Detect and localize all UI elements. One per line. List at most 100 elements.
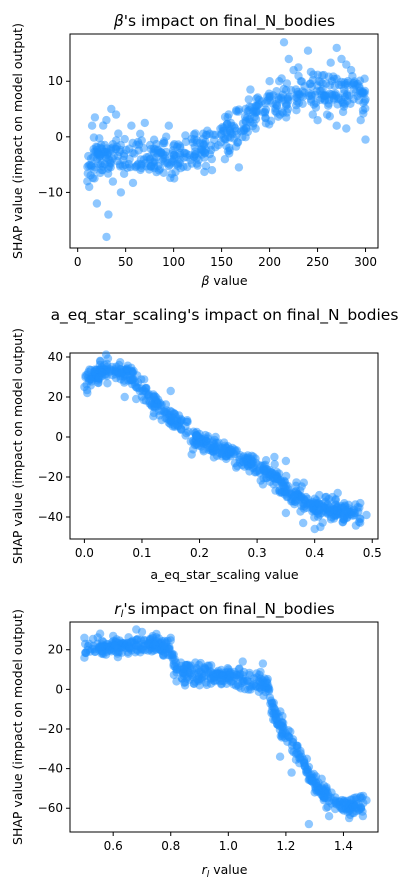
panel-beta-point	[281, 101, 291, 111]
panel-a-eq-star-scaling-point	[325, 507, 334, 516]
panel-rl-x-tick-label: 1.0	[219, 839, 238, 853]
panel-beta-frame	[69, 33, 379, 249]
panel-rl-point	[218, 672, 227, 681]
panel-a-eq-star-scaling-title: a_eq_star_scaling's impact on final_N_bo…	[51, 306, 399, 325]
panel-beta-point	[318, 71, 327, 80]
panel-a-eq-star-scaling-point	[85, 375, 94, 384]
panel-rl-point	[179, 668, 188, 678]
panel-rl-y-tick-label: 20	[48, 643, 63, 657]
panel-beta-point	[87, 121, 97, 130]
panel-rl-point	[151, 645, 161, 654]
panel-rl-point	[91, 647, 100, 656]
panel-a-eq-star-scaling-y-tick-label: 0	[55, 430, 63, 444]
panel-a-eq-star-scaling-y-tick-label: −40	[38, 510, 63, 524]
panel-a-eq-star-scaling-point	[281, 456, 291, 466]
panel-a-eq-star-scaling-point	[83, 388, 92, 398]
panel-beta-point	[265, 120, 274, 129]
panel-beta-point	[149, 148, 159, 158]
panel-beta-x-tick-label: 250	[306, 255, 329, 269]
panel-beta-point	[201, 161, 211, 171]
panel-beta-point	[158, 156, 167, 166]
panel-beta-point	[134, 159, 143, 168]
panel-beta-point	[157, 148, 166, 157]
panel-rl-point	[275, 725, 285, 734]
panel-beta-point	[277, 93, 286, 102]
panel-beta-point	[111, 110, 121, 119]
panel-beta-y-label: SHAP value (impact on model output)	[10, 23, 25, 259]
panel-a-eq-star-scaling-y-tick-label: 40	[48, 350, 63, 364]
panel-beta-point	[164, 121, 173, 130]
panel-beta-point	[106, 163, 115, 172]
panel-rl-point	[276, 707, 285, 716]
panel-beta-point	[361, 135, 370, 144]
panel-beta-point	[242, 124, 251, 133]
panel-beta-point	[134, 140, 144, 149]
panel-rl-point	[257, 685, 266, 694]
panel-rl-point	[137, 627, 147, 637]
panel-beta-point	[244, 95, 253, 104]
panel-beta-points	[83, 38, 370, 242]
panel-beta-point	[272, 87, 281, 96]
panel-a-eq-star-scaling-point	[270, 452, 279, 462]
panel-beta-point	[87, 161, 96, 170]
panel-a-eq-star-scaling-point	[283, 481, 293, 491]
panel-beta-point	[205, 149, 214, 159]
panel-beta-point	[104, 210, 113, 219]
panel-a-eq-star-scaling-point	[245, 467, 254, 476]
panel-a-eq-star-scaling-point	[194, 438, 204, 447]
panel-beta-point	[116, 188, 126, 197]
panel-a-eq-star-scaling-point	[313, 512, 323, 521]
panel-rl-point	[186, 669, 195, 678]
panel-a-eq-star-scaling-point	[322, 492, 331, 502]
panel-rl-point	[339, 797, 349, 806]
panel-a-eq-star-scaling-point	[239, 458, 248, 467]
panel-rl-point	[152, 629, 161, 639]
panel-rl-point	[302, 768, 312, 778]
panel-beta-y-tick-label: −10	[38, 185, 63, 199]
panel-beta-x-tick-label: 100	[162, 255, 185, 269]
panel-a-eq-star-scaling-point	[254, 466, 264, 475]
panel-beta-point	[190, 142, 199, 152]
panel-beta-title: β's impact on final_N_bodies	[113, 12, 335, 31]
panel-a-eq-star-scaling-point	[187, 450, 196, 459]
panel-a-eq-star-scaling-x-label: a_eq_star_scaling value	[150, 567, 299, 582]
panel-beta-x-label: β value	[200, 273, 247, 288]
panel-beta-point	[102, 232, 111, 242]
panel-a-eq-star-scaling-point	[307, 503, 317, 513]
panel-rl-x-ticks: 0.6 0.8 1.0 1.2 1.4	[104, 832, 353, 853]
panel-rl: rl's impact on final_N_bodies 0.6 0.8 1.0 1…	[10, 600, 379, 880]
panel-a-eq-star-scaling-point	[219, 445, 228, 454]
panel-rl-point	[284, 732, 293, 741]
panel-rl-point	[266, 696, 276, 705]
panel-beta-point	[303, 46, 313, 55]
panel-beta-point	[120, 134, 129, 144]
panel-beta-point	[248, 121, 257, 131]
panel-beta-point	[358, 106, 368, 115]
panel-rl-point	[97, 642, 106, 652]
panel-rl-point	[203, 668, 212, 677]
panel-rl-x-tick-label: 1.2	[276, 839, 295, 853]
panel-rl-x-tick-label: 1.4	[334, 839, 353, 853]
panel-beta-point	[225, 143, 234, 153]
panel-beta-point	[298, 99, 307, 109]
panel-beta-point	[182, 149, 191, 158]
panel-rl-point	[331, 799, 340, 808]
panel-beta-point	[197, 145, 206, 154]
panel-a-eq-star-scaling-point	[85, 365, 94, 374]
panel-a-eq-star-scaling-point	[117, 369, 126, 378]
panel-rl-y-tick-label: −40	[38, 762, 63, 776]
panel-a-eq-star-scaling: a_eq_star_scaling's impact on final_N_bo…	[10, 306, 398, 582]
panel-rl-point	[105, 646, 114, 655]
panel-beta-point	[275, 77, 284, 86]
panel-a-eq-star-scaling-point	[277, 488, 286, 497]
panel-beta-point	[313, 116, 322, 125]
panel-beta-point	[307, 95, 316, 104]
panel-a-eq-star-scaling-point	[243, 451, 252, 460]
panel-beta-point	[90, 113, 100, 122]
panel-beta-point	[253, 93, 262, 102]
panel-beta-point	[339, 85, 349, 94]
panel-rl-point	[84, 639, 94, 648]
panel-a-eq-star-scaling-point	[166, 386, 175, 396]
panel-beta-point	[146, 140, 155, 150]
panel-beta-point	[305, 79, 314, 89]
